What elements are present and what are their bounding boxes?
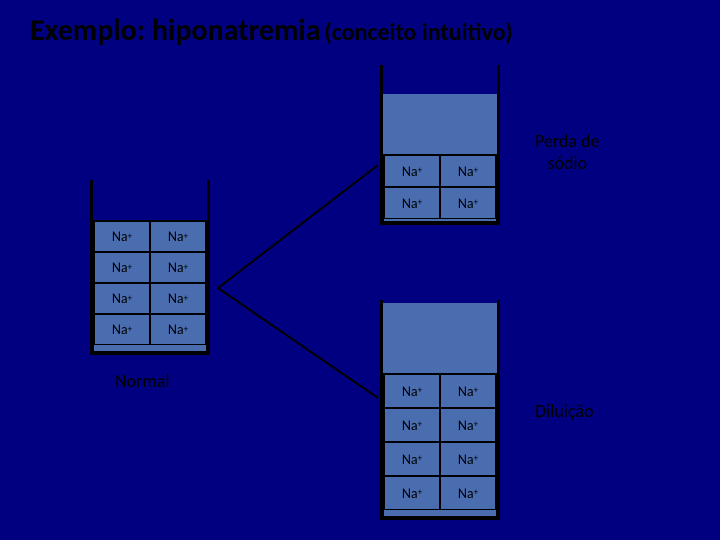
- sodium-ion-cell: Na+: [150, 221, 206, 252]
- sodium-ion-cell: Na+: [384, 187, 440, 219]
- sodium-row: Na+Na+: [94, 314, 206, 345]
- sodium-row: Na+Na+: [384, 442, 496, 476]
- sodium-ion-cell: Na+: [94, 314, 150, 345]
- sodium-ion-cell: Na+: [440, 476, 496, 510]
- sodium-ion-cell: Na+: [440, 442, 496, 476]
- title-sub: (conceito intuitivo): [324, 18, 512, 47]
- sodium-row: Na+Na+: [94, 283, 206, 314]
- sodium-row: Na+Na+: [384, 155, 496, 187]
- sodium-ion-cell: Na+: [440, 187, 496, 219]
- label-normal: Normal: [115, 370, 170, 392]
- sodium-ion-cell: Na+: [384, 374, 440, 408]
- sodium-row: Na+Na+: [384, 408, 496, 442]
- beaker-normal: Na+Na+Na+Na+Na+Na+Na+Na+: [90, 180, 210, 355]
- sodium-grid-loss: Na+Na+Na+Na+: [383, 154, 497, 222]
- sodium-row: Na+Na+: [94, 252, 206, 283]
- sodium-ion-cell: Na+: [150, 252, 206, 283]
- sodium-row: Na+Na+: [384, 476, 496, 510]
- sodium-ion-cell: Na+: [440, 408, 496, 442]
- sodium-grid-dilution: Na+Na+Na+Na+Na+Na+Na+Na+: [383, 373, 497, 517]
- sodium-ion-cell: Na+: [440, 155, 496, 187]
- sodium-ion-cell: Na+: [94, 252, 150, 283]
- sodium-ion-cell: Na+: [150, 283, 206, 314]
- page-title: Exemplo: hiponatremia (conceito intuitiv…: [30, 12, 513, 49]
- line-to-dilution: [218, 288, 378, 398]
- sodium-ion-cell: Na+: [384, 476, 440, 510]
- sodium-ion-cell: Na+: [384, 408, 440, 442]
- label-sodium-loss: Perda de sódio: [535, 130, 600, 174]
- line-to-loss: [218, 165, 378, 288]
- title-main: Exemplo: hiponatremia: [30, 12, 321, 49]
- beaker-sodium-loss: Na+Na+Na+Na+: [380, 65, 500, 225]
- label-dilution: Diluição: [535, 400, 594, 422]
- sodium-row: Na+Na+: [384, 374, 496, 408]
- sodium-ion-cell: Na+: [150, 314, 206, 345]
- sodium-ion-cell: Na+: [94, 283, 150, 314]
- sodium-ion-cell: Na+: [384, 155, 440, 187]
- sodium-ion-cell: Na+: [94, 221, 150, 252]
- sodium-ion-cell: Na+: [440, 374, 496, 408]
- sodium-row: Na+Na+: [94, 221, 206, 252]
- sodium-grid-normal: Na+Na+Na+Na+Na+Na+Na+Na+: [93, 220, 207, 352]
- sodium-row: Na+Na+: [384, 187, 496, 219]
- beaker-dilution: Na+Na+Na+Na+Na+Na+Na+Na+: [380, 300, 500, 520]
- sodium-ion-cell: Na+: [384, 442, 440, 476]
